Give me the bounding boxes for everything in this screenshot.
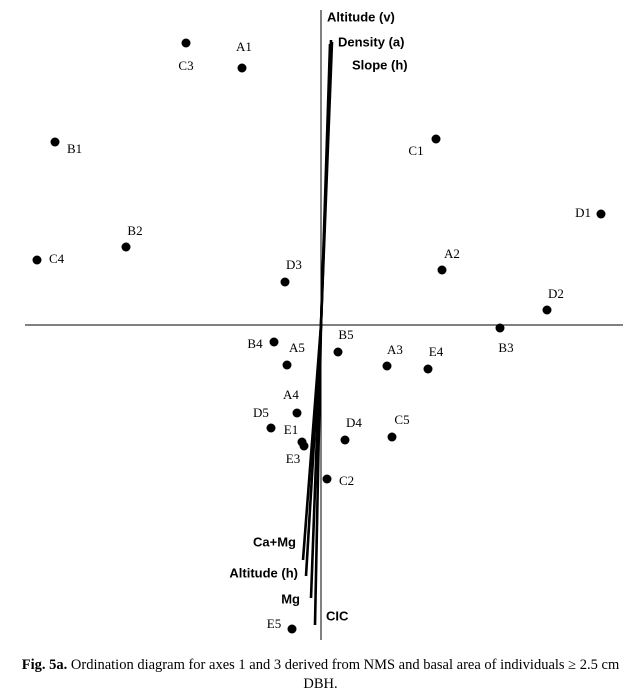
point-label: D3 [286, 257, 302, 272]
caption-label: Fig. 5a. [21, 657, 68, 673]
point [437, 265, 447, 275]
point [287, 624, 297, 634]
vector-label: Mg [281, 591, 300, 606]
point [121, 242, 131, 252]
point-label: B5 [338, 327, 353, 342]
vector [313, 324, 323, 626]
point [431, 134, 441, 144]
point-label: D1 [575, 205, 591, 220]
point [32, 255, 42, 265]
vector [319, 43, 332, 326]
vector-label: Slope (h) [352, 57, 408, 72]
point [299, 441, 309, 451]
point [280, 277, 290, 287]
point-label: B2 [127, 223, 142, 238]
vector-label: Altitude (h) [229, 565, 298, 580]
caption-text: Ordination diagram for axes 1 and 3 deri… [70, 657, 620, 692]
vector-label: Altitude (v) [327, 9, 395, 24]
point [322, 474, 332, 484]
point [333, 347, 343, 357]
point-label: C4 [49, 251, 65, 266]
point-label: C2 [339, 473, 354, 488]
point [495, 323, 505, 333]
point-label: A3 [387, 342, 403, 357]
point [266, 423, 276, 433]
point [181, 38, 191, 48]
point-label: A2 [444, 246, 460, 261]
chart: Altitude (v) Density (a) Slope (h) Ca+Mg Alt… [25, 9, 623, 640]
point [50, 137, 60, 147]
point-label: A1 [236, 39, 252, 54]
point [382, 361, 392, 371]
point [387, 432, 397, 442]
point-label: D4 [346, 415, 362, 430]
point-label: E4 [429, 344, 444, 359]
point [423, 364, 433, 374]
point-label: B3 [498, 340, 513, 355]
vector-label: Ca+Mg [253, 534, 296, 549]
point-label: B4 [247, 336, 263, 351]
point-label: C5 [394, 412, 409, 427]
vector-label: Density (a) [338, 34, 404, 49]
point-label: D5 [253, 405, 269, 420]
vector-label: CIC [326, 608, 349, 623]
point [292, 408, 302, 418]
point [237, 63, 247, 73]
point-label: B1 [67, 141, 82, 156]
point-label: E3 [286, 451, 300, 466]
point-label: E1 [284, 422, 298, 437]
point-label: C3 [178, 58, 193, 73]
point [340, 435, 350, 445]
point-label: C1 [408, 143, 423, 158]
point [269, 337, 279, 347]
caption: Fig. 5a. Ordination diagram for axes 1 a… [10, 656, 631, 694]
point [542, 305, 552, 315]
point [596, 209, 606, 219]
point [282, 360, 292, 370]
point-label: A5 [289, 340, 305, 355]
point-label: A4 [283, 387, 299, 402]
point-label: D2 [548, 286, 564, 301]
point-label: E5 [267, 616, 281, 631]
